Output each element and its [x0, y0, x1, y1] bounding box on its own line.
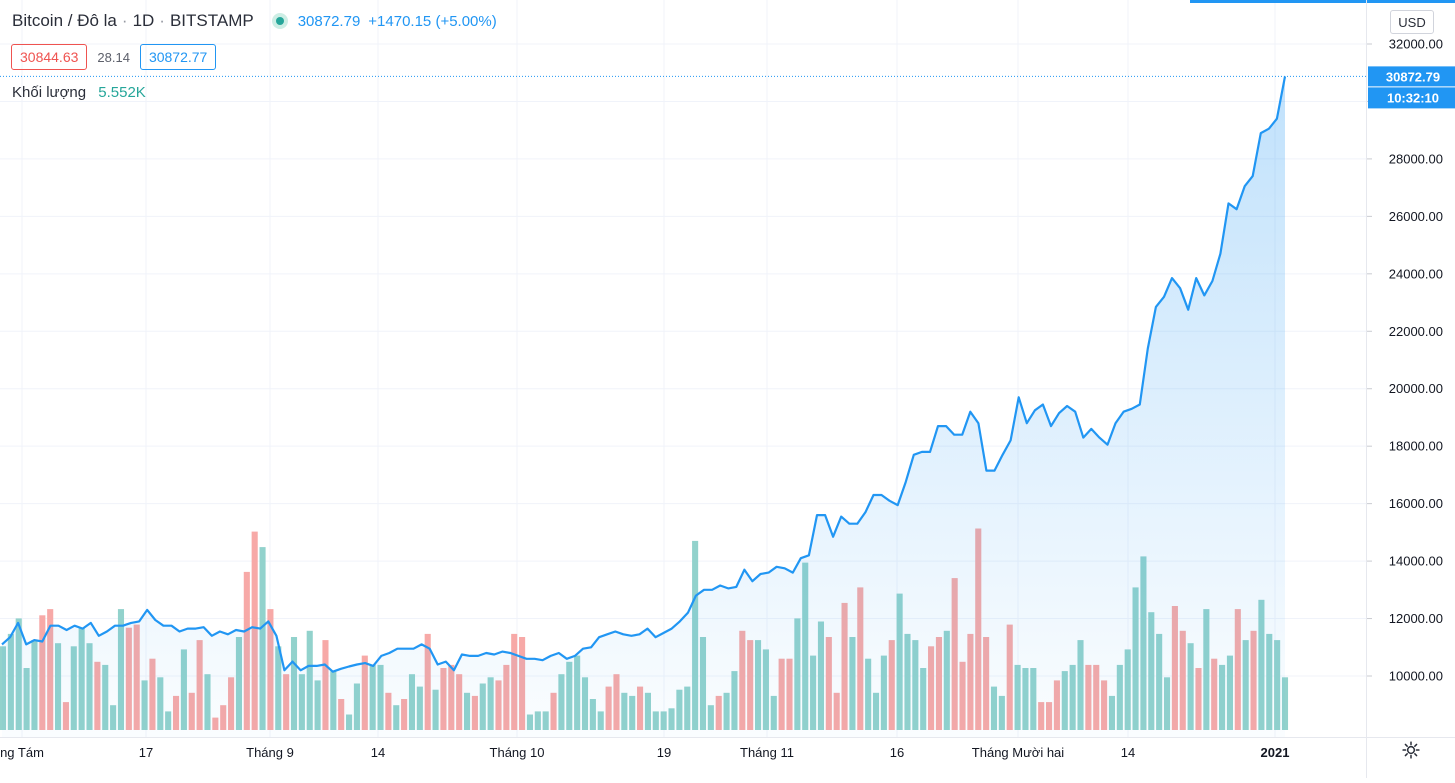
price-tick-label: 22000.00 — [1389, 324, 1443, 339]
time-tick-label: ng Tám — [0, 745, 44, 760]
time-tick-label: Tháng 11 — [740, 745, 794, 760]
time-axis-labels[interactable]: ng Tám 17 Tháng 9 14 Tháng 10 19 Tháng 11 16 Thá… — [0, 738, 1366, 778]
price-tick-label: 16000.00 — [1389, 496, 1443, 511]
price-tick-label: 20000.00 — [1389, 381, 1443, 396]
price-tick-label: 18000.00 — [1389, 439, 1443, 454]
time-tick-label: 2021 — [1261, 745, 1290, 760]
time-tick-label: 14 — [371, 745, 385, 760]
price-line — [1, 76, 1287, 673]
price-tick-label: 28000.00 — [1389, 151, 1443, 166]
last-price-label: 30872.79 — [1386, 69, 1440, 84]
symbol-legend[interactable]: Bitcoin / Đô la · 1D · BITSTAMP 30872.79… — [12, 11, 497, 31]
price-tick-label: 32000.00 — [1389, 37, 1443, 52]
symbol-name[interactable]: Bitcoin / Đô la — [12, 11, 117, 30]
time-tick-label: 16 — [890, 745, 904, 760]
volume-legend[interactable]: Khối lượng 5.552K — [12, 84, 146, 101]
price-scale[interactable]: 32000.0030000.0028000.0026000.0024000.00… — [1366, 0, 1455, 737]
time-tick-label: 14 — [1121, 745, 1135, 760]
axis-corner — [1366, 737, 1455, 778]
price-tick-label: 10000.00 — [1389, 669, 1443, 684]
countdown-badge — [1368, 87, 1455, 109]
sell-button[interactable]: 30844.63 — [11, 44, 88, 70]
legend-last-price: 30872.79 — [297, 12, 361, 30]
interval-label[interactable]: 1D — [132, 11, 155, 30]
buy-button[interactable]: 30872.77 — [139, 44, 217, 70]
top-accent-bar — [1190, 0, 1455, 3]
price-tick-label: 14000.00 — [1389, 554, 1443, 569]
price-area — [2, 76, 1285, 737]
volume-legend-label: Khối lượng — [12, 84, 87, 101]
time-tick-label: Tháng Mười hai — [972, 745, 1064, 760]
market-status-icon[interactable] — [271, 13, 288, 29]
countdown-label: 10:32:10 — [1387, 90, 1439, 105]
price-tick-label: 26000.00 — [1389, 209, 1443, 224]
last-price-badge — [1368, 66, 1455, 87]
price-scale-labels[interactable]: 32000.0030000.0028000.0026000.0024000.00… — [1367, 0, 1455, 737]
time-tick-label: 19 — [657, 745, 671, 760]
legend-separator: · — [121, 11, 128, 30]
currency-button[interactable]: USD — [1390, 10, 1434, 34]
bid-ask-row: 30844.63 28.14 30872.77 — [11, 44, 217, 70]
volume-legend-value: 5.552K — [98, 84, 146, 101]
price-tick-label: 24000.00 — [1389, 266, 1443, 281]
time-tick-label: Tháng 10 — [490, 745, 545, 760]
settings-gear-icon[interactable] — [1401, 740, 1421, 760]
legend-separator: · — [159, 11, 165, 30]
time-axis[interactable]: ng Tám 17 Tháng 9 14 Tháng 10 19 Tháng 11 16 Thá… — [0, 737, 1366, 778]
exchange-label: BITSTAMP — [169, 11, 254, 30]
price-chart[interactable] — [0, 0, 1366, 737]
legend-change: +1470.15 (+5.00%) — [368, 12, 497, 30]
price-tick-label: 12000.00 — [1389, 611, 1443, 626]
time-tick-label: Tháng 9 — [246, 745, 294, 760]
time-tick-label: 17 — [139, 745, 153, 760]
spread-value: 28.14 — [97, 49, 130, 65]
chart-area[interactable] — [0, 0, 1366, 737]
